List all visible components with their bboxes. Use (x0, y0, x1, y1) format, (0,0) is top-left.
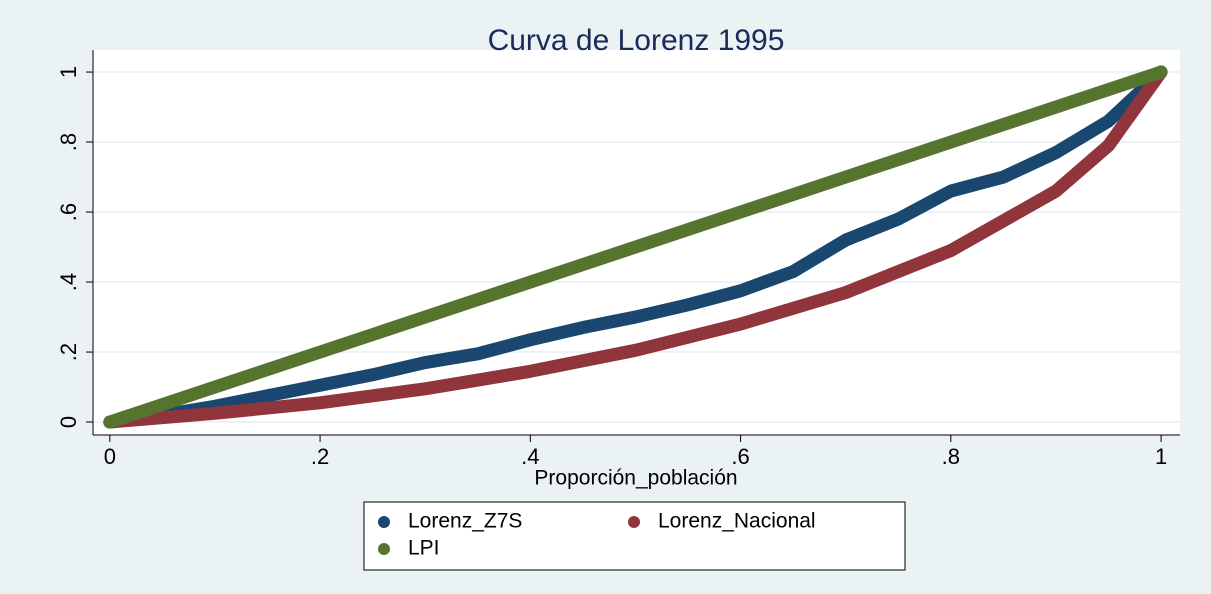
x-tick-label: 1 (1155, 444, 1167, 469)
x-tick-label: .6 (731, 444, 749, 469)
y-tick-label: 0 (56, 416, 81, 428)
series-line (103, 65, 1168, 429)
series-line (103, 65, 1168, 429)
y-tick-label: .8 (56, 133, 81, 151)
y-tick-label: .4 (56, 273, 81, 291)
y-tick-label: 1 (56, 66, 81, 78)
x-tick-label: .4 (521, 444, 539, 469)
series-line (103, 65, 1168, 429)
legend-marker (628, 516, 640, 528)
x-axis-label: Proporción_población (534, 467, 737, 490)
chart-title: Curva de Lorenz 1995 (488, 24, 785, 57)
x-tick-label: 0 (104, 444, 116, 469)
legend-marker (378, 543, 390, 555)
y-tick-label: .6 (56, 203, 81, 221)
x-tick-label: .2 (311, 444, 329, 469)
legend-label: LPI (408, 537, 440, 560)
y-tick-label: .2 (56, 343, 81, 361)
x-tick-label: .8 (942, 444, 960, 469)
legend (363, 501, 906, 571)
legend-label: Lorenz_Nacional (658, 510, 816, 533)
legend-marker (378, 516, 390, 528)
legend-label: Lorenz_Z7S (408, 510, 522, 533)
